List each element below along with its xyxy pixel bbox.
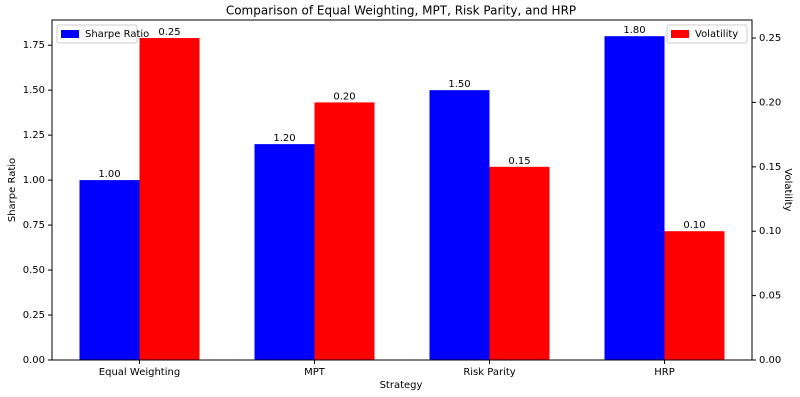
y-tick-label: 0.00: [23, 355, 45, 366]
y-tick-label: 1.25: [23, 130, 45, 141]
value-label: 1.00: [98, 169, 120, 180]
bar: [604, 36, 665, 360]
x-axis-label: Strategy: [380, 380, 423, 391]
value-label: 1.20: [273, 133, 295, 144]
x-tick-label: MPT: [304, 367, 326, 378]
bar: [664, 231, 725, 360]
value-label: 0.15: [508, 156, 530, 167]
bar: [139, 38, 200, 360]
y2-axis-label: Volatility: [782, 168, 793, 211]
value-label: 0.25: [158, 27, 180, 38]
bar: [314, 102, 375, 360]
legend-swatch: [671, 30, 689, 38]
legend-box: [56, 24, 138, 44]
plot-frame: [51, 19, 753, 361]
y-tick-label: 0.50: [23, 265, 45, 276]
y-tick-label: 1.75: [23, 40, 45, 51]
bar: [254, 144, 315, 360]
legend-label: Volatility: [695, 29, 738, 40]
y2-tick-label: 0.15: [759, 162, 781, 173]
value-label: 1.50: [448, 79, 470, 90]
chart-title: Comparison of Equal Weighting, MPT, Risk…: [226, 4, 576, 18]
legend-label: Sharpe Ratio: [85, 29, 149, 40]
y-tick-label: 0.75: [23, 220, 45, 231]
x-tick-label: Risk Parity: [463, 367, 515, 378]
y2-tick-label: 0.20: [759, 97, 781, 108]
y-axis-label: Sharpe Ratio: [7, 158, 18, 222]
y2-tick-label: 0.05: [759, 291, 781, 302]
y2-tick-label: 0.10: [759, 226, 781, 237]
y2-tick-label: 0.00: [759, 355, 781, 366]
value-label: 0.10: [683, 220, 705, 231]
value-label: 0.20: [333, 91, 355, 102]
bar: [79, 180, 140, 360]
bar: [429, 90, 490, 361]
x-tick-label: Equal Weighting: [99, 367, 180, 378]
y-tick-label: 1.00: [23, 175, 45, 186]
bar: [489, 166, 550, 360]
legend-box: [666, 24, 748, 44]
value-label: 1.80: [623, 25, 645, 36]
y-tick-label: 0.25: [23, 310, 45, 321]
x-tick-label: HRP: [654, 367, 675, 378]
y2-tick-label: 0.25: [759, 33, 781, 44]
legend-swatch: [61, 30, 79, 38]
y-tick-label: 1.50: [23, 85, 45, 96]
